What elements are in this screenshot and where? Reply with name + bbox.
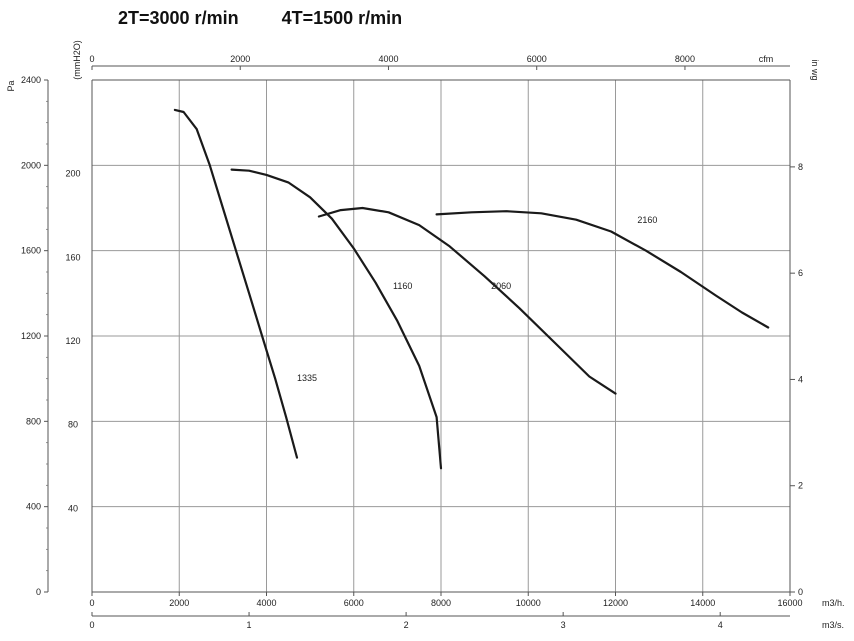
m3s-tick-label: 4 [718, 620, 723, 630]
cfm-tick-label: 4000 [378, 54, 398, 64]
pa-tick-label: 2400 [21, 75, 41, 85]
axis-ticks: 04008001200160020002400Pa4080120160200(m… [6, 40, 845, 630]
cfm-tick-label: 2000 [230, 54, 250, 64]
curve-1160 [230, 168, 443, 470]
pa-tick-label: 1600 [21, 246, 41, 256]
mmh2o-tick-label: 120 [65, 336, 80, 346]
pa-tick-label: 0 [36, 587, 41, 597]
curve-2060 [317, 206, 617, 395]
pa-axis-unit: Pa [6, 80, 16, 91]
speed-title: 2T=3000 r/min 4T=1500 r/min [118, 8, 440, 29]
curve-1335 [173, 108, 299, 459]
mmh2o-axis-unit: (mmH2O) [72, 40, 82, 80]
mmh2o-tick-label: 40 [68, 503, 78, 513]
x-tick-label: 2000 [169, 598, 189, 608]
curves: 1335 1160 2060 2160 [173, 108, 770, 470]
x-tick-label: 4000 [256, 598, 276, 608]
inwg-tick-label: 0 [798, 587, 803, 597]
curve-2160 [435, 210, 770, 329]
inwg-tick-label: 8 [798, 162, 803, 172]
curve-label-2060: 2060 [491, 281, 511, 291]
cfm-tick-label: 8000 [675, 54, 695, 64]
x-tick-label: 12000 [603, 598, 628, 608]
pa-tick-label: 400 [26, 502, 41, 512]
x-tick-label: 10000 [516, 598, 541, 608]
x-tick-label: 14000 [690, 598, 715, 608]
inwg-tick-label: 4 [798, 374, 803, 384]
pa-tick-label: 1200 [21, 331, 41, 341]
m3s-tick-label: 1 [247, 620, 252, 630]
pa-tick-label: 800 [26, 416, 41, 426]
m3s-tick-label: 0 [89, 620, 94, 630]
cfm-tick-label: 0 [89, 54, 94, 64]
inwg-axis-unit: in wg [810, 59, 820, 80]
curve-label-1335: 1335 [297, 373, 317, 383]
title-4t: 4T=1500 r/min [281, 8, 403, 28]
grid [92, 80, 790, 592]
cfm-axis-unit: cfm [759, 54, 774, 64]
pa-tick-label: 2000 [21, 160, 41, 170]
x-tick-label: 16000 [777, 598, 802, 608]
x-tick-label: 6000 [344, 598, 364, 608]
curve-label-2160: 2160 [637, 215, 657, 225]
x-tick-label: 8000 [431, 598, 451, 608]
m3s-tick-label: 3 [561, 620, 566, 630]
mmh2o-tick-label: 160 [65, 252, 80, 262]
m3s-tick-label: 2 [404, 620, 409, 630]
title-2t: 2T=3000 r/min [118, 8, 239, 28]
inwg-tick-label: 2 [798, 481, 803, 491]
inwg-tick-label: 6 [798, 268, 803, 278]
m3s-axis-unit: m3/s. [822, 620, 844, 630]
mmh2o-tick-label: 80 [68, 420, 78, 430]
x-tick-label: 0 [89, 598, 94, 608]
x-axis-unit: m3/h. [822, 598, 845, 608]
curve-label-1160: 1160 [393, 281, 412, 291]
axes [47, 65, 791, 617]
cfm-tick-label: 6000 [527, 54, 547, 64]
mmh2o-tick-label: 200 [65, 169, 80, 179]
